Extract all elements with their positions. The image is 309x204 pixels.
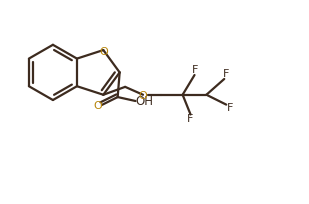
Text: O: O [99, 47, 108, 57]
Text: F: F [187, 114, 194, 124]
Text: O: O [139, 91, 147, 101]
Text: F: F [227, 103, 233, 113]
Text: F: F [192, 65, 199, 75]
Text: O: O [94, 101, 102, 111]
Text: OH: OH [135, 94, 154, 108]
Text: F: F [223, 69, 229, 79]
